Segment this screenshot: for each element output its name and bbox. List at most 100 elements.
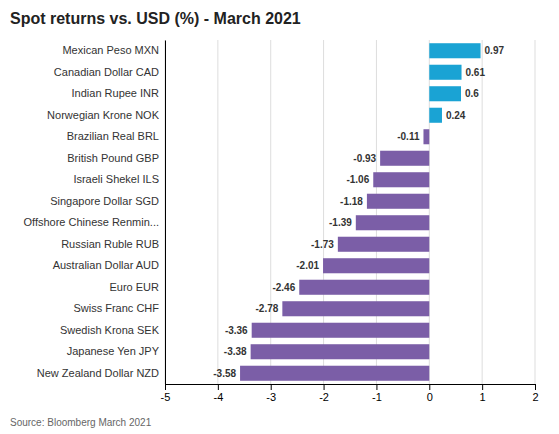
x-tick-label: 2 (532, 391, 538, 403)
bar (299, 280, 429, 295)
y-tick: Japanese Yen JPY (67, 345, 165, 357)
y-tick: Canadian Dollar CAD (54, 66, 165, 78)
y-tick-label: Russian Ruble RUB (61, 238, 159, 250)
x-tick-mark (376, 384, 377, 390)
y-tick: Swedish Krona SEK (60, 324, 165, 336)
y-tick-label: Norwegian Krone NOK (47, 109, 160, 121)
x-tick-mark (429, 384, 430, 390)
y-tick: British Pound GBP (67, 152, 165, 164)
x-axis: -5 -4 -3 -2 -1 0 1 2 (161, 384, 539, 403)
grid-line (165, 40, 166, 384)
x-tick-label: -1 (372, 391, 382, 403)
bar (423, 129, 429, 144)
x-tick-label: -4 (213, 391, 223, 403)
data-label: -3.58 (213, 368, 236, 379)
bar (282, 301, 429, 316)
grid-line (535, 40, 536, 384)
data-label: 0.97 (485, 45, 505, 56)
bar (429, 86, 461, 101)
grid-line (482, 40, 483, 384)
x-tick: -2 (319, 384, 329, 403)
y-tick: Offshore Chinese Renmin... (23, 216, 165, 228)
y-tick-label: Swiss Franc CHF (73, 302, 159, 314)
y-tick: Euro EUR (109, 281, 165, 293)
bar (429, 65, 461, 80)
data-label: -2.01 (296, 260, 319, 271)
x-tick: 2 (532, 384, 538, 403)
x-tick-mark (482, 384, 483, 390)
x-tick-label: 0 (427, 391, 433, 403)
y-tick-label: Japanese Yen JPY (67, 345, 160, 357)
bar (367, 194, 429, 209)
x-tick: 0 (427, 384, 433, 403)
x-tick: -1 (372, 384, 382, 403)
data-label: -1.06 (346, 174, 369, 185)
y-tick-label: Australian Dollar AUD (53, 259, 159, 271)
bar (323, 258, 429, 273)
x-tick: -4 (213, 384, 223, 403)
y-tick: Indian Rupee INR (72, 87, 165, 99)
y-tick-label: Offshore Chinese Renmin... (23, 216, 159, 228)
y-axis-line (165, 41, 166, 385)
bar (380, 151, 429, 166)
bar (356, 215, 429, 230)
grid-line (217, 40, 218, 384)
y-axis: New Zealand Dollar NZD Japanese Yen JPY Sw… (23, 41, 165, 385)
y-tick-label: Brazilian Real BRL (67, 130, 159, 142)
data-label: -3.38 (224, 346, 247, 357)
data-label: -1.18 (340, 196, 363, 207)
x-tick-label: -5 (161, 391, 171, 403)
y-tick-label: British Pound GBP (67, 152, 159, 164)
data-label: -2.78 (256, 303, 279, 314)
y-tick-label: Israeli Shekel ILS (73, 173, 159, 185)
plot: -3.58 -3.38 -3.36 -2.78 -2.46-2.01 -1.73 -1.39… (23, 40, 538, 403)
bar (251, 344, 430, 359)
y-tick-label: Swedish Krona SEK (60, 324, 160, 336)
x-tick-mark (535, 384, 536, 390)
data-label: -0.93 (353, 153, 376, 164)
y-tick: Israeli Shekel ILS (73, 173, 165, 185)
y-tick-label: Mexican Peso MXN (62, 44, 159, 56)
y-tick: Singapore Dollar SGD (50, 195, 165, 207)
x-tick-label: -2 (319, 391, 329, 403)
y-tick-label: New Zealand Dollar NZD (37, 367, 159, 379)
y-tick-label: Canadian Dollar CAD (54, 66, 159, 78)
chart: -3.58 -3.38 -3.36 -2.78 -2.46-2.01 -1.73 -1.39… (0, 0, 559, 434)
y-tick: Brazilian Real BRL (67, 130, 165, 142)
x-tick: -5 (161, 384, 171, 403)
data-label: -0.11 (397, 131, 420, 142)
data-label: -1.73 (311, 239, 334, 250)
data-label: -3.36 (225, 325, 248, 336)
annotations: Source: Bloomberg March 2021 (10, 417, 152, 428)
y-tick-label: Indian Rupee INR (72, 87, 159, 99)
y-tick: Norwegian Krone NOK (47, 109, 165, 121)
annotation: Source: Bloomberg March 2021 (10, 417, 152, 428)
bar (373, 172, 429, 187)
bar (429, 43, 480, 58)
x-tick-mark (218, 384, 219, 390)
data-label: -2.46 (272, 282, 295, 293)
y-tick: New Zealand Dollar NZD (37, 367, 165, 379)
bar (252, 323, 430, 338)
bars (240, 43, 480, 381)
x-tick: 1 (480, 384, 486, 403)
y-tick: Mexican Peso MXN (62, 44, 165, 56)
x-tick-label: -3 (266, 391, 276, 403)
data-label: 0.24 (446, 110, 466, 121)
data-labels: -3.58 -3.38 -3.36 -2.78 -2.46-2.01 -1.73 -1.39… (213, 45, 504, 379)
x-tick-label: 1 (480, 391, 486, 403)
data-label: 0.61 (466, 67, 486, 78)
grid (165, 40, 535, 384)
y-tick-label: Singapore Dollar SGD (50, 195, 159, 207)
data-label: -1.39 (329, 217, 352, 228)
x-tick-mark (165, 384, 166, 390)
y-tick: Swiss Franc CHF (73, 302, 165, 314)
bar (240, 366, 429, 381)
y-tick: Australian Dollar AUD (53, 259, 165, 271)
x-axis-line (166, 385, 536, 391)
x-tick-mark (271, 384, 272, 390)
y-tick-label: Euro EUR (109, 281, 159, 293)
x-tick: -3 (266, 384, 276, 403)
title: Spot returns vs. USD (%) - March 2021 (10, 10, 301, 27)
bar (338, 237, 429, 252)
